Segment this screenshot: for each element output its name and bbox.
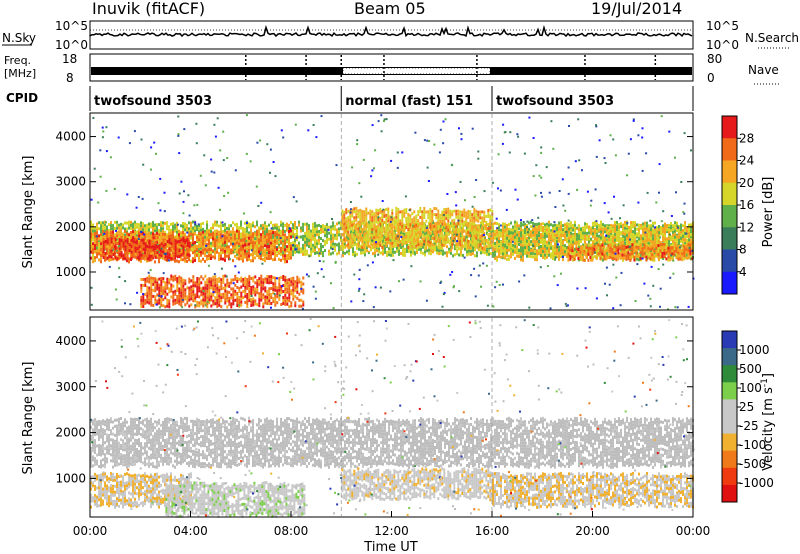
nave-right-tick-top: 80 — [707, 52, 722, 66]
noise-panel: N.Sky 10^5 10^0 10^5 10^0 N.Search — [2, 19, 799, 52]
colorbar-tick: 100 — [739, 381, 762, 395]
y-tick-label: 2000 — [55, 426, 86, 440]
colorbar-tick: 28 — [739, 131, 754, 145]
freq-left-tick-top: 18 — [62, 52, 77, 66]
noise-left-tick-bottom: 10^0 — [55, 38, 88, 52]
colorbar-tick: 4 — [739, 265, 747, 279]
y-tick-label: 1000 — [55, 265, 86, 279]
velocity-colorbar-label: Velocity [m s-1] — [760, 373, 776, 471]
x-axis-label: Time UT — [363, 540, 417, 554]
cpid-label: CPID — [6, 91, 38, 105]
colorbar-tick: 16 — [739, 198, 754, 212]
y-tick-label: 2000 — [55, 220, 86, 234]
colorbar-tick: 25 — [739, 400, 754, 414]
freq-label-2: [MHz] — [4, 67, 36, 80]
cpid-panel: CPID twofsound 3503 normal (fast) 151 twof… — [6, 86, 694, 111]
nave-label: Nave — [748, 63, 779, 77]
x-tick-label: 16:00 — [475, 524, 510, 538]
noise-left-label: N.Sky — [2, 31, 36, 45]
cpid-segment-2: twofsound 3503 — [496, 94, 614, 109]
y-tick-label: 4000 — [55, 130, 86, 144]
x-tick-label: 12:00 — [374, 524, 409, 538]
nave-right-tick-bottom: 0 — [707, 71, 715, 85]
x-tick-label: 04:00 — [173, 524, 208, 538]
station-title: Inuvik (fitACF) — [92, 0, 205, 18]
x-tick-label: 00:00 — [676, 524, 711, 538]
x-tick-label: 00:00 — [73, 524, 108, 538]
y-tick-label: 3000 — [55, 380, 86, 394]
colorbar-tick: -1000 — [739, 476, 774, 490]
date-title: 19/Jul/2014 — [591, 0, 682, 18]
frequency-gap — [342, 67, 491, 75]
power-colorbar: 28 24 20 16 12 8 4 Power [dB] — [721, 115, 776, 295]
x-tick-label: 08:00 — [274, 524, 309, 538]
colorbar-tick: 24 — [739, 154, 754, 168]
power-colorbar-label: Power [dB] — [761, 177, 776, 248]
y-tick-label: 1000 — [55, 471, 86, 485]
velocity-heatmap — [90, 318, 695, 518]
colorbar-tick: 12 — [739, 220, 754, 234]
power-ylabel: Slant Range [km] — [21, 156, 36, 269]
colorbar-tick: -100 — [739, 438, 766, 452]
nave-spikes — [245, 55, 657, 80]
colorbar-tick: 20 — [739, 176, 754, 190]
power-panel: 1000 2000 3000 4000 Slant Range [km] — [21, 112, 695, 311]
velocity-ylabel: Slant Range [km] — [21, 362, 36, 475]
velocity-colorbar: 1000 500 100 25 -25 -100 -500 -1000 Velocity [m… — [721, 330, 776, 503]
velocity-panel: 1000 2000 3000 4000 Slant Range [km] — [21, 316, 695, 518]
noise-right-tick-top: 10^5 — [706, 19, 739, 33]
noise-right-tick-bottom: 10^0 — [706, 38, 739, 52]
beam-title: Beam 05 — [354, 0, 426, 18]
power-heatmap — [90, 114, 695, 311]
noise-right-label: N.Search — [745, 31, 799, 45]
colorbar-tick: 8 — [739, 243, 747, 257]
y-tick-label: 4000 — [55, 334, 86, 348]
colorbar-tick: -500 — [739, 457, 766, 471]
frequency-panel: Freq. [MHz] 18 8 80 0 Nave — [4, 52, 780, 85]
freq-left-tick-bottom: 8 — [66, 71, 74, 85]
y-tick-label: 3000 — [55, 175, 86, 189]
x-tick-label: 20:00 — [575, 524, 610, 538]
cpid-segment-1: normal (fast) 151 — [345, 94, 473, 109]
freq-label-1: Freq. — [4, 54, 31, 67]
cpid-segment-0: twofsound 3503 — [94, 94, 212, 109]
noise-sky-trace — [89, 24, 693, 38]
colorbar-tick: 1000 — [739, 343, 770, 357]
colorbar-tick: -25 — [739, 419, 759, 433]
noise-left-tick-top: 10^5 — [55, 19, 88, 33]
colorbar-tick: 500 — [739, 362, 762, 376]
